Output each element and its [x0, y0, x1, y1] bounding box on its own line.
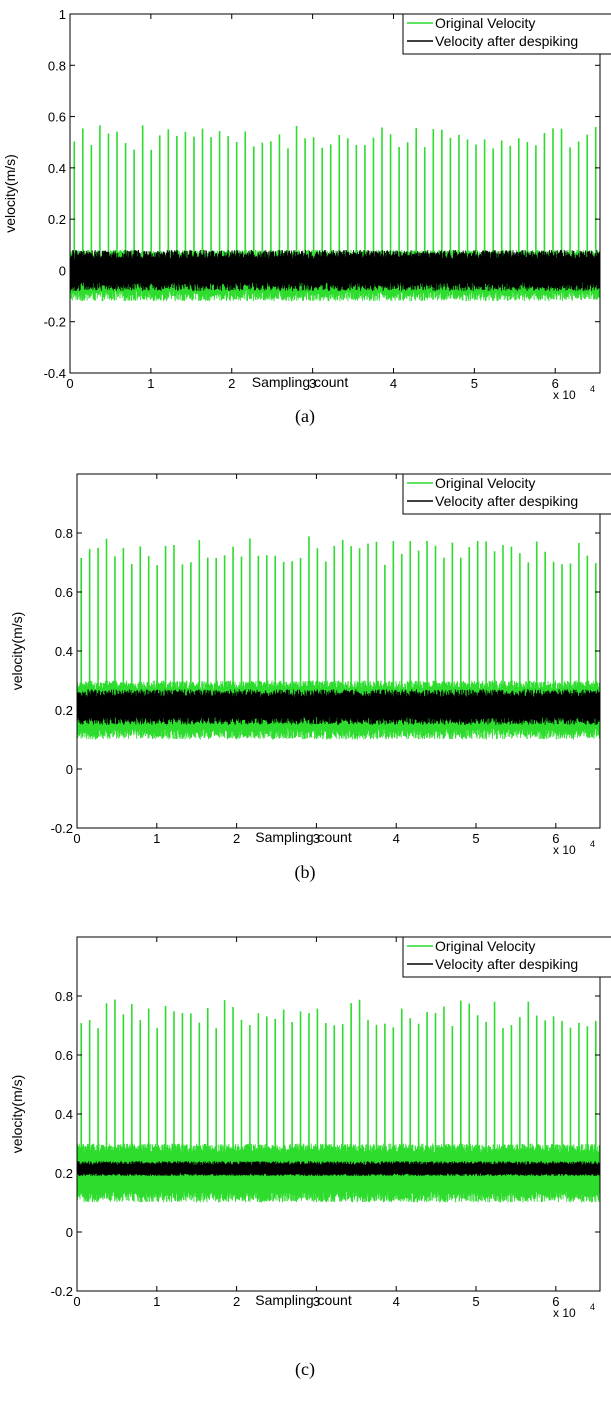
figure-caption: (b)	[295, 862, 316, 883]
x-tick-label: 4	[390, 376, 397, 391]
series-velocity-after-despiking	[77, 689, 600, 725]
y-tick-label: -0.2	[51, 821, 73, 836]
legend-box	[402, 13, 611, 55]
y-tick-label: 0.6	[55, 1048, 73, 1063]
y-tick-label: 0.2	[55, 1166, 73, 1181]
x-tick-label: 3	[309, 376, 316, 391]
x-axis-multiplier: x 10	[553, 1306, 576, 1320]
x-tick-label: 6	[552, 831, 559, 846]
plot-area	[77, 937, 600, 1291]
series-original-velocity	[77, 536, 600, 740]
y-tick-label: 0.8	[55, 526, 73, 541]
x-tick-label: 1	[153, 831, 160, 846]
x-axis-label: Sampling count	[255, 829, 352, 845]
x-tick-label: 0	[66, 376, 73, 391]
chart-panel-a: 0 1 2 3 4 5 6 -0.4 -0.2 0 0.2 0.4 0.6 0.8 1 Sampling co…	[2, 7, 611, 402]
x-tick-label: 3	[313, 831, 320, 846]
y-tick-label: 0.8	[55, 989, 73, 1004]
y-tick-label: 0.4	[55, 1107, 73, 1122]
y-tick-label: 0.4	[48, 161, 66, 176]
series-original-velocity	[77, 999, 600, 1203]
y-tick-label: -0.2	[44, 315, 66, 330]
x-axis-multiplier-exponent: 4	[590, 1302, 595, 1312]
x-axis-multiplier: x 10	[553, 388, 576, 402]
series-original-velocity	[70, 125, 600, 302]
x-tick-label: 5	[472, 1294, 479, 1309]
x-tick-label: 4	[393, 1294, 400, 1309]
y-axis-label: velocity(m/s)	[9, 1075, 25, 1154]
y-axis-label: velocity(m/s)	[2, 154, 18, 233]
axes-frame	[69, 13, 601, 374]
y-tick-label: 0.8	[48, 58, 66, 73]
x-tick-label: 3	[313, 1294, 320, 1309]
x-axis-multiplier: x 10	[553, 843, 576, 857]
x-tick-label: 6	[552, 1294, 559, 1309]
legend-box	[402, 473, 611, 515]
y-tick-label: 0.6	[55, 585, 73, 600]
y-tick-label: 0	[66, 1225, 73, 1240]
x-tick-label: 1	[147, 376, 154, 391]
legend-box	[402, 936, 611, 978]
legend-entry-label: Original Velocity	[435, 475, 535, 491]
legend-entry-label: Original Velocity	[435, 938, 535, 954]
x-axis-multiplier-exponent: 4	[590, 839, 595, 849]
x-tick-label: 0	[73, 831, 80, 846]
x-axis-label: Sampling count	[252, 374, 349, 390]
x-tick-label: 2	[233, 831, 240, 846]
x-tick-label: 5	[471, 376, 478, 391]
y-tick-label: 0.6	[48, 110, 66, 125]
series-velocity-after-despiking	[70, 249, 600, 291]
y-tick-label: 0.4	[55, 644, 73, 659]
y-tick-label: 0	[59, 263, 66, 278]
y-tick-label: 0.2	[55, 703, 73, 718]
y-tick-label: -0.2	[51, 1284, 73, 1299]
figure-caption: (c)	[295, 1359, 315, 1380]
y-tick-label: 1	[59, 7, 66, 22]
legend-entry-label: Velocity after despiking	[435, 956, 578, 972]
figure-caption: (a)	[295, 406, 315, 427]
despiked-velocity-noise	[77, 1161, 600, 1176]
plot-area	[77, 474, 600, 828]
x-tick-label: 4	[393, 831, 400, 846]
series-velocity-after-despiking	[77, 1161, 600, 1176]
y-axis-label: velocity(m/s)	[9, 612, 25, 691]
despiked-velocity-noise	[77, 689, 600, 725]
x-tick-label: 6	[552, 376, 559, 391]
y-tick-label: 0	[66, 762, 73, 777]
y-tick-label: -0.4	[44, 366, 66, 381]
x-tick-label: 0	[73, 1294, 80, 1309]
x-axis-multiplier-exponent: 4	[590, 384, 595, 394]
x-tick-label: 2	[233, 1294, 240, 1309]
y-tick-label: 0.2	[48, 212, 66, 227]
despiked-velocity-noise	[70, 249, 600, 291]
x-axis-label: Sampling count	[255, 1292, 352, 1308]
plot-area	[70, 14, 600, 373]
x-tick-label: 5	[472, 831, 479, 846]
legend-entry-label: Original Velocity	[435, 15, 535, 31]
legend-entry-label: Velocity after despiking	[435, 33, 578, 49]
x-tick-label: 2	[228, 376, 235, 391]
x-tick-label: 1	[153, 1294, 160, 1309]
legend-entry-label: Velocity after despiking	[435, 493, 578, 509]
